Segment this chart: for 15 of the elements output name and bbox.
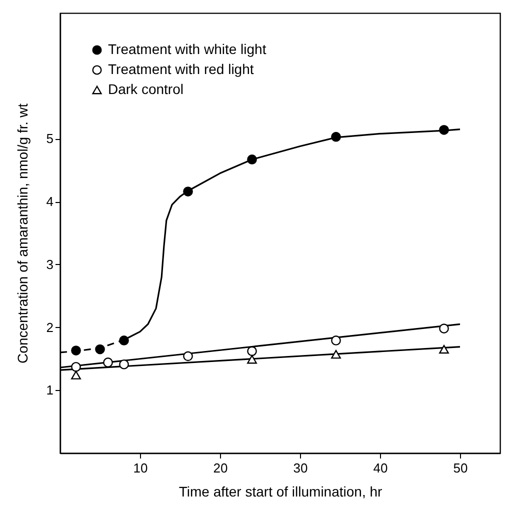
y-tick-label: 5 bbox=[46, 131, 54, 146]
x-tick-label: 50 bbox=[453, 460, 468, 476]
legend-label: Treatment with white light bbox=[108, 41, 266, 57]
y-tick-label: 4 bbox=[46, 194, 54, 210]
y-tick-label: 3 bbox=[46, 256, 54, 272]
legend-label: Dark control bbox=[108, 81, 184, 97]
x-tick-label: 40 bbox=[373, 460, 388, 476]
x-axis-title: Time after start of illumination, hr bbox=[178, 484, 382, 500]
legend-label: Treatment with red light bbox=[108, 61, 254, 77]
y-tick-label: 2 bbox=[46, 320, 54, 335]
x-tick-label: 20 bbox=[213, 460, 228, 476]
y-axis-title: Concentration of amaranthin, nmol/g fr. wt bbox=[14, 103, 30, 364]
x-tick-label: 10 bbox=[133, 460, 148, 476]
y-tick-label: 1 bbox=[46, 382, 54, 398]
x-tick-label: 30 bbox=[293, 460, 308, 476]
